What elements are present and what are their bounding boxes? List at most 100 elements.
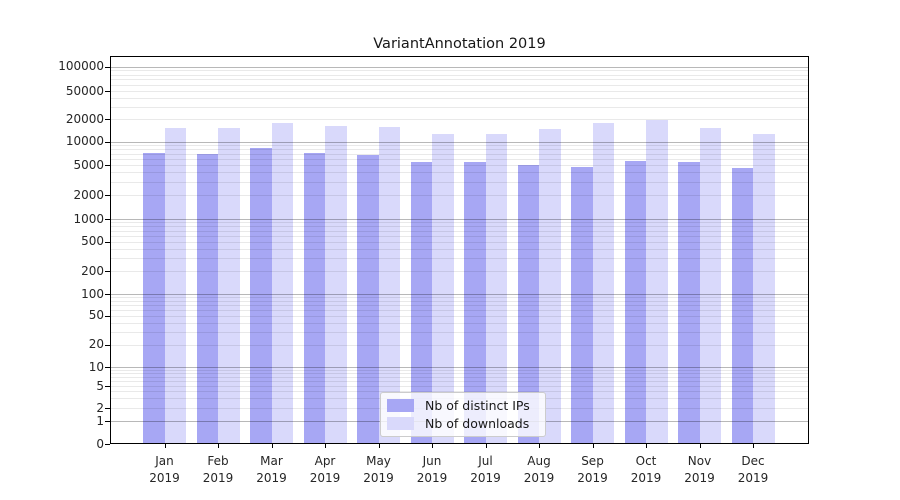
- x-axis-label: Dec 2019: [737, 454, 769, 485]
- y-axis-label: 5000: [73, 157, 104, 172]
- x-axis-label: Feb 2019: [202, 454, 234, 485]
- gridline: [110, 322, 809, 324]
- x-axis-tick: [432, 444, 433, 448]
- gridline: [110, 315, 809, 317]
- gridline: [110, 219, 809, 220]
- y-axis-label: 10000: [65, 134, 104, 149]
- bar-distinct-ips-oct: [624, 160, 646, 444]
- bar-distinct-ips-nov: [678, 161, 700, 444]
- y-axis-label: 2000: [73, 187, 104, 202]
- x-axis-tick: [753, 444, 754, 448]
- y-axis-label: 100: [81, 286, 104, 301]
- bar-distinct-ips-aug: [517, 165, 539, 444]
- x-axis-label: Jan 2019: [149, 454, 180, 485]
- gridline: [110, 381, 809, 382]
- gridline: [110, 74, 809, 76]
- x-axis-label: Aug 2019: [523, 454, 555, 485]
- y-axis-tick: [105, 91, 110, 92]
- bar-downloads-jun: [432, 134, 454, 444]
- gridline: [110, 331, 809, 333]
- gridline: [110, 226, 809, 228]
- y-axis-label: 1000: [73, 211, 104, 226]
- y-axis-tick: [105, 315, 110, 317]
- y-axis-tick: [105, 141, 110, 143]
- y-axis-label: 500: [81, 234, 104, 248]
- gridline: [110, 241, 809, 243]
- bar-distinct-ips-sep: [571, 167, 593, 444]
- gridline: [110, 373, 809, 375]
- y-axis-tick: [105, 219, 110, 220]
- legend: Nb of distinct IPs Nb of downloads: [380, 392, 546, 437]
- y-axis-label: 200: [81, 263, 104, 278]
- gridline: [110, 230, 809, 232]
- x-axis-tick: [485, 444, 487, 448]
- legend-swatch-distinct-ips: [387, 399, 414, 412]
- gridline: [110, 172, 809, 174]
- y-axis-label: 20000: [65, 111, 104, 126]
- legend-swatch-downloads: [387, 417, 414, 430]
- y-axis-label: 50000: [65, 83, 104, 98]
- bar-downloads-apr: [325, 126, 347, 444]
- gridline: [110, 305, 809, 307]
- bar-downloads-dec: [753, 134, 775, 444]
- bar-downloads-nov: [699, 128, 721, 444]
- gridline: [110, 376, 809, 378]
- bar-downloads-jan: [164, 127, 186, 444]
- gridline: [110, 70, 809, 72]
- bar-distinct-ips-jul: [464, 161, 486, 444]
- gridline: [110, 84, 809, 86]
- gridline: [110, 195, 809, 196]
- x-axis-label: Apr 2019: [309, 454, 341, 485]
- bar-distinct-ips-may: [357, 155, 379, 444]
- bar-downloads-may: [378, 126, 400, 444]
- bar-downloads-mar: [271, 122, 293, 444]
- gridline: [110, 386, 809, 387]
- gridline: [110, 222, 809, 224]
- x-axis-label: Oct 2019: [630, 454, 662, 485]
- bar-downloads-feb: [218, 128, 240, 444]
- x-axis-tick: [592, 444, 594, 448]
- gridline: [110, 300, 809, 302]
- legend-label: Nb of distinct IPs: [425, 398, 530, 413]
- legend-item-distinct-ips: Nb of distinct IPs: [387, 398, 537, 413]
- y-axis-label: 5: [96, 378, 104, 393]
- x-axis-tick: [539, 444, 540, 448]
- x-axis-tick: [271, 444, 273, 448]
- bar-downloads-jul: [485, 133, 507, 444]
- gridline: [110, 106, 809, 108]
- x-axis-tick: [325, 444, 326, 448]
- x-axis-tick: [699, 444, 701, 448]
- y-axis-label: 2: [96, 400, 104, 415]
- gridline: [110, 145, 809, 147]
- y-axis-tick: [105, 294, 110, 295]
- y-axis-tick: [105, 195, 110, 196]
- y-axis-tick: [105, 408, 110, 409]
- gridline: [110, 369, 809, 371]
- gridline: [110, 91, 809, 92]
- y-axis-tick: [105, 241, 110, 243]
- bar-distinct-ips-jan: [143, 152, 165, 444]
- bar-distinct-ips-jun: [410, 162, 432, 444]
- gridline: [110, 119, 809, 120]
- gridline: [110, 294, 809, 295]
- gridline: [110, 271, 809, 272]
- y-axis-tick: [105, 344, 110, 346]
- x-axis-label: Mar 2019: [256, 454, 287, 485]
- gridline: [110, 344, 809, 346]
- y-axis-label: 1: [96, 413, 104, 428]
- y-axis-tick: [105, 165, 110, 166]
- gridline: [110, 309, 809, 311]
- gridline: [110, 181, 809, 183]
- gridline: [110, 367, 809, 368]
- y-axis-tick: [105, 367, 110, 368]
- y-axis-tick: [105, 66, 110, 68]
- bar-distinct-ips-feb: [196, 154, 218, 444]
- gridline: [110, 248, 809, 250]
- x-axis-tick: [378, 444, 380, 448]
- y-axis-label: 20: [88, 337, 104, 351]
- y-axis-label: 50: [88, 308, 104, 322]
- gridline: [110, 391, 809, 393]
- gridline: [110, 149, 809, 151]
- gridline: [110, 66, 809, 68]
